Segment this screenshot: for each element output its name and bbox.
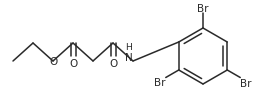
Text: Br: Br	[154, 78, 166, 88]
Text: Br: Br	[240, 78, 252, 88]
Text: O: O	[109, 58, 117, 68]
Text: O: O	[49, 56, 57, 66]
Text: H: H	[126, 43, 132, 52]
Text: Br: Br	[197, 4, 209, 14]
Text: N: N	[125, 53, 133, 62]
Text: O: O	[69, 58, 77, 68]
